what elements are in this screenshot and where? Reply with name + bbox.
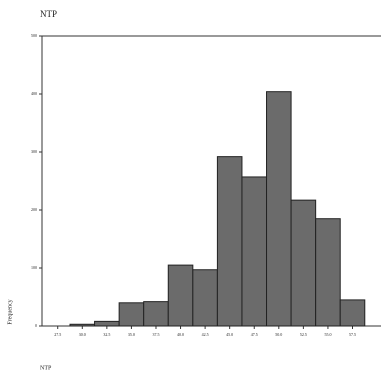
bar [94, 320, 120, 327]
y-tick-label: 500 [31, 33, 37, 38]
x-tick-label: 32.5 [103, 332, 110, 337]
x-tick-label: 37.5 [152, 332, 159, 337]
bar [143, 301, 169, 327]
y-tick-label: 100 [31, 265, 37, 270]
bar [339, 299, 366, 327]
x-tick-label: 45.0 [226, 332, 233, 337]
x-tick-label: 40.0 [177, 332, 184, 337]
bar [69, 323, 96, 327]
x-tick-label: 55.0 [324, 332, 331, 337]
x-tick-label: 57.5 [349, 332, 356, 337]
x-tick-label: 52.5 [300, 332, 307, 337]
x-tick-label: 35.0 [128, 332, 135, 337]
bar [167, 264, 194, 327]
bar [266, 91, 292, 327]
bar [315, 218, 341, 327]
bar [192, 269, 218, 327]
y-tick-label: 400 [31, 91, 37, 96]
bar [118, 302, 145, 327]
bar [290, 199, 317, 327]
y-tick-label: 0 [35, 323, 37, 328]
x-tick-label: 47.5 [251, 332, 258, 337]
y-tick-label: 300 [31, 149, 37, 154]
bar [241, 176, 268, 327]
bar [216, 156, 243, 327]
x-tick-label: 50.0 [275, 332, 282, 337]
x-tick-label: 42.5 [202, 332, 209, 337]
x-tick-label: 27.5 [54, 332, 61, 337]
y-axis-label: Frequency [7, 299, 13, 324]
y-tick-label: 200 [31, 207, 37, 212]
chart-title: NTP [40, 9, 57, 19]
x-axis-label: NTP [40, 365, 52, 371]
x-tick-label: 30.0 [79, 332, 86, 337]
